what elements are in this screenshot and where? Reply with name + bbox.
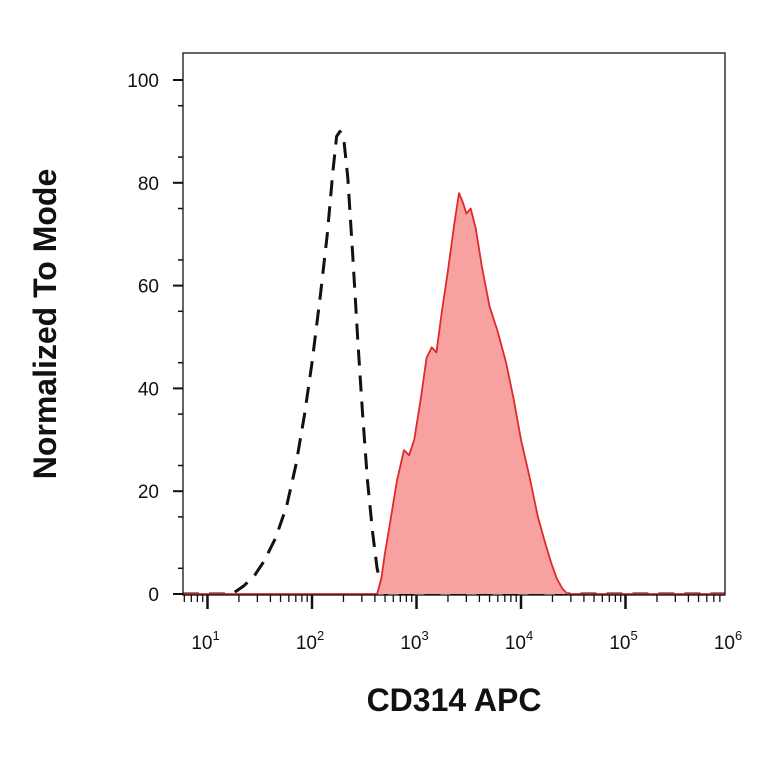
- x-axis-title: CD314 APC: [367, 682, 542, 718]
- series-line-2: [183, 192, 725, 595]
- series-layer: [183, 129, 725, 596]
- y-tick-label: 0: [148, 585, 159, 606]
- x-tick-label: 105: [609, 628, 637, 654]
- axis-layer: 0 20 40 60 80 100 101 102 103 104 105 106: [127, 71, 742, 654]
- x-tick-label: 101: [191, 628, 219, 654]
- series-line-1: [183, 129, 725, 596]
- y-tick-label: 100: [127, 71, 159, 92]
- y-tick-label: 20: [138, 482, 159, 503]
- x-tick-label: 102: [296, 628, 324, 654]
- x-tick-label: 103: [400, 628, 428, 654]
- series-fill-2: [183, 193, 725, 594]
- x-tick-label: 104: [505, 628, 533, 654]
- x-tick-label: 106: [714, 628, 742, 654]
- y-axis-title: Normalized To Mode: [27, 169, 63, 480]
- y-tick-label: 80: [138, 174, 159, 195]
- y-tick-label: 60: [138, 277, 159, 298]
- plot-frame: [182, 52, 726, 596]
- y-tick-label: 40: [138, 379, 159, 400]
